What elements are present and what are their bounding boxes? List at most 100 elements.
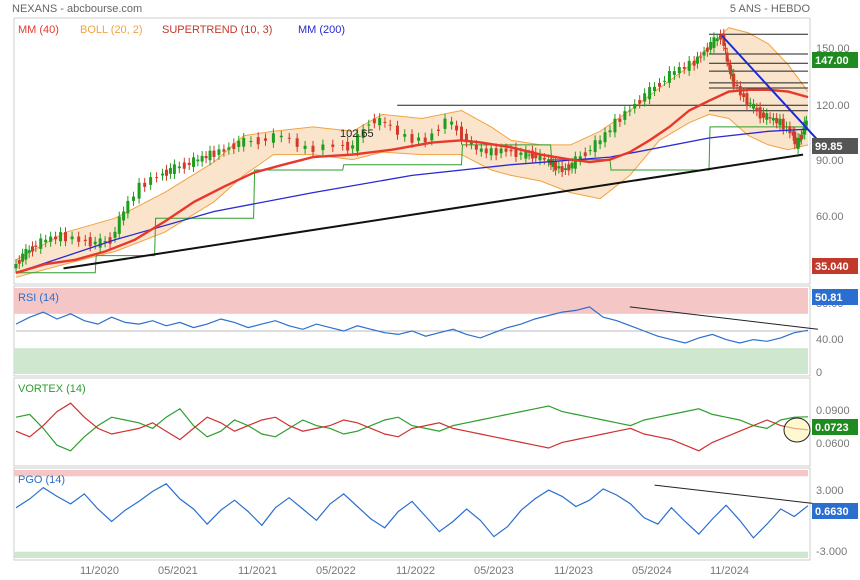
- candle-body: [208, 150, 212, 161]
- candle-body: [768, 117, 772, 119]
- vortex-plus-line: [15, 405, 809, 452]
- candle-body: [450, 121, 454, 125]
- candle-body: [39, 238, 43, 249]
- candle-body: [356, 134, 360, 152]
- annotation-label: 102.65: [340, 128, 374, 140]
- candle-body: [378, 118, 382, 126]
- candle-body: [464, 133, 468, 143]
- candle-body: [598, 140, 602, 145]
- badge-147: [812, 52, 858, 68]
- rsi-title: RSI (14): [18, 292, 59, 304]
- candle-body: [395, 125, 399, 135]
- candle-body: [410, 134, 414, 143]
- badge-pgo: [812, 503, 858, 519]
- candle-body: [791, 131, 795, 136]
- x-label-6: 05/2023: [474, 565, 514, 577]
- mm40-line: [15, 88, 809, 274]
- candle-body: [443, 118, 447, 129]
- candle-body: [798, 138, 802, 142]
- candle-body: [752, 103, 756, 109]
- candle-body: [648, 87, 652, 100]
- candle-body: [436, 129, 440, 131]
- candle-body: [519, 152, 523, 155]
- x-label-9: 11/2024: [710, 565, 749, 577]
- candle-body: [781, 118, 785, 130]
- candle-body: [613, 118, 617, 133]
- candle-body: [383, 121, 387, 123]
- candle-body: [88, 237, 92, 247]
- rsi-layer: [14, 288, 818, 374]
- candle-body: [748, 102, 752, 104]
- candle-body: [793, 131, 797, 145]
- candle-body: [182, 162, 186, 169]
- candle-body: [131, 196, 135, 201]
- candle-body: [331, 144, 335, 147]
- candle-body: [538, 153, 542, 161]
- candle-body: [242, 137, 246, 147]
- candle-body: [730, 73, 734, 77]
- candle-body: [137, 182, 141, 199]
- candle-body: [49, 236, 53, 242]
- candle-body: [117, 216, 121, 234]
- candle-body: [662, 80, 666, 82]
- candle-body: [534, 152, 538, 159]
- badge-vortex-text: 0.0723: [815, 422, 849, 434]
- candle-body: [563, 168, 567, 170]
- candle-body: [122, 211, 126, 221]
- candle-body: [417, 137, 421, 141]
- candle-body: [83, 239, 87, 242]
- candle-body: [430, 133, 434, 141]
- candle-body: [551, 160, 555, 167]
- candle-body: [21, 253, 25, 262]
- candle-body: [423, 137, 427, 143]
- candle-body: [346, 141, 350, 151]
- vortex-layer: [15, 402, 811, 452]
- price-tick-120: 120.00: [816, 100, 850, 112]
- legend-boll: BOLL (20, 2): [80, 24, 143, 36]
- candle-body: [547, 159, 551, 162]
- candle-body: [155, 177, 159, 179]
- candle-body: [204, 155, 208, 159]
- support-trendline: [63, 153, 804, 270]
- candle-body: [484, 148, 488, 154]
- candle-body: [588, 150, 592, 152]
- candle-body: [712, 37, 716, 48]
- candle-body: [524, 150, 528, 159]
- candle-body: [44, 239, 48, 243]
- candle-body: [303, 145, 307, 149]
- candle-body: [765, 113, 769, 120]
- candle-body: [222, 149, 226, 152]
- candle-body: [567, 164, 571, 171]
- candle-body: [709, 41, 713, 50]
- candle-body: [794, 142, 798, 144]
- legend-supertrend: SUPERTREND (10, 3): [162, 24, 272, 36]
- candle-body: [192, 157, 196, 167]
- price-tick-90: 90.00: [816, 155, 844, 167]
- candle-body: [494, 148, 498, 156]
- candle-body: [573, 156, 577, 169]
- candle-body: [263, 138, 267, 141]
- candle-body: [725, 52, 729, 62]
- candle-body: [735, 84, 739, 87]
- vortex-panel: [13, 377, 811, 467]
- candle-body: [168, 168, 172, 174]
- candle-body: [460, 126, 463, 140]
- candle-body: [775, 117, 779, 124]
- vortex-title: VORTEX (14): [18, 383, 86, 395]
- candle-body: [27, 250, 31, 253]
- candle-body: [279, 135, 283, 138]
- badge-99: [812, 138, 858, 154]
- candle-body: [403, 134, 407, 137]
- candle-body: [672, 71, 676, 75]
- candle-body: [93, 241, 97, 245]
- candle-body: [557, 166, 561, 169]
- candle-body: [98, 238, 102, 248]
- candle-body: [583, 152, 587, 157]
- candle-body: [724, 47, 727, 49]
- candle-body: [603, 132, 607, 143]
- badge-pgo-text: 0.6630: [815, 506, 849, 518]
- candle-body: [113, 231, 117, 238]
- candle-body: [695, 56, 699, 64]
- candle-body: [732, 73, 736, 87]
- price-layer: [14, 27, 819, 278]
